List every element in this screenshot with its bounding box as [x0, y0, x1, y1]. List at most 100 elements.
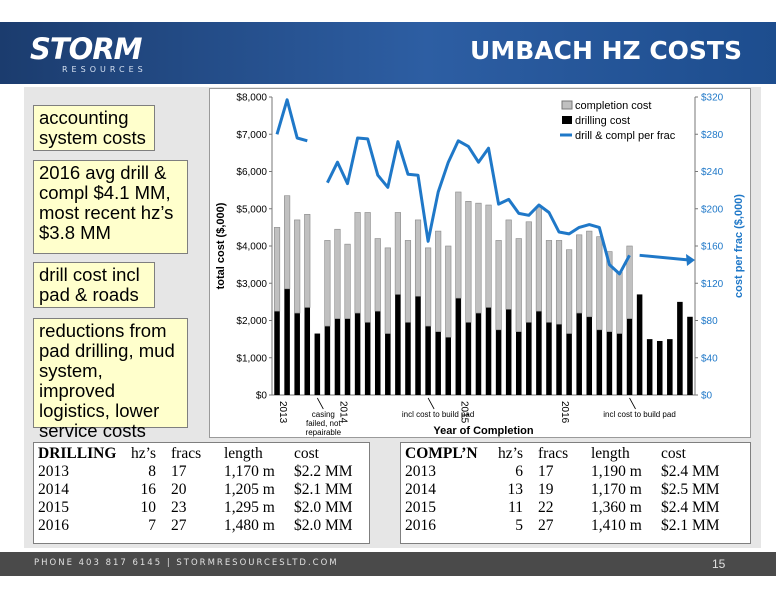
- drilling-cell: 8: [148, 463, 156, 480]
- completion-cell: 2013: [405, 463, 436, 480]
- slide-title: UMBACH HZ COSTS: [470, 36, 742, 65]
- y-tick-label: $0: [256, 391, 268, 402]
- completion-cost-bar: [304, 214, 311, 308]
- header-bar: STORM RESOURCES UMBACH HZ COSTS: [0, 22, 776, 84]
- completion-header-2: fracs: [538, 445, 569, 462]
- drilling-cell: 1,480 m: [224, 517, 275, 534]
- drilling-cost-bar: [334, 318, 341, 395]
- completion-cost-bar: [364, 212, 371, 323]
- completion-cost-bar: [505, 219, 512, 310]
- drilling-cell: 20: [171, 481, 187, 498]
- completion-cost-bar: [414, 219, 422, 297]
- drilling-cost-bar: [364, 322, 371, 395]
- drilling-header-1: hz’s: [131, 445, 156, 462]
- completion-cell: 6: [515, 463, 523, 480]
- drilling-cell: 2013: [38, 463, 69, 480]
- completion-cell: $2.1 MM: [661, 517, 720, 534]
- x-axis-title: Year of Completion: [433, 425, 534, 437]
- legend-box: [558, 97, 686, 145]
- completion-cell: $2.4 MM: [661, 463, 720, 480]
- drilling-cost-bar: [566, 333, 572, 395]
- completion-cost-bar: [324, 240, 331, 327]
- drilling-cell: 1,205 m: [224, 481, 275, 498]
- y-tick-label: $1,000: [236, 353, 267, 364]
- completion-cell: 1,410 m: [591, 517, 642, 534]
- y2-tick-label: $320: [701, 93, 724, 104]
- completion-cost-bar: [294, 219, 301, 314]
- drilling-cell: 23: [171, 499, 187, 516]
- completion-cost-bar: [344, 243, 351, 319]
- footer-contact: PHONE 403 817 6145 | STORMRESOURCESLTD.C…: [34, 558, 339, 568]
- company-logo-subtitle: RESOURCES: [62, 65, 147, 74]
- completion-header-4: cost: [661, 445, 686, 462]
- trend-arrow-line: [639, 253, 690, 262]
- annotation-label: failed, not: [306, 419, 341, 428]
- drilling-cost-bar: [445, 337, 452, 395]
- drilling-cost-bar: [606, 331, 613, 395]
- annotation-pointer: [427, 397, 435, 410]
- completion-cell: $2.4 MM: [661, 499, 720, 516]
- drilling-header-0: DRILLING: [38, 445, 117, 462]
- completion-cell: $2.5 MM: [661, 481, 720, 498]
- y2-tick-label: $0: [701, 391, 713, 402]
- completion-cost-bar: [445, 245, 452, 338]
- drilling-cell: 1,295 m: [224, 499, 275, 516]
- drilling-cost-bar: [636, 294, 643, 395]
- drilling-cost-bar: [677, 301, 683, 395]
- completion-table: COMPL’N hz’s fracs length cost 2013 6 17 1,190 m…: [400, 442, 751, 544]
- completion-cost-bar: [545, 240, 553, 323]
- drilling-cost-bar: [515, 331, 522, 395]
- completion-cost-bar: [465, 201, 472, 323]
- annotation-label: incl cost to build pad: [402, 410, 475, 419]
- per-frac-line: [326, 136, 631, 276]
- drilling-cost-bar: [405, 322, 411, 395]
- completion-cost-bar: [394, 212, 401, 295]
- drilling-cost-bar: [435, 331, 441, 395]
- y2-axis-title: cost per frac ($,000): [733, 194, 745, 298]
- drilling-cost-bar: [536, 311, 542, 395]
- completion-cost-bar: [404, 240, 412, 323]
- drilling-cell: $2.1 MM: [294, 481, 353, 498]
- y2-tick-label: $280: [701, 130, 724, 141]
- completion-cell: 27: [538, 517, 554, 534]
- annotation-pointer: [316, 397, 324, 410]
- drilling-cost-bar: [576, 313, 582, 395]
- drilling-cost-bar: [586, 316, 593, 395]
- completion-cost-bar: [535, 206, 542, 312]
- x-year-label: 2015: [458, 401, 469, 424]
- y2-tick-label: $40: [701, 353, 718, 364]
- y-tick-label: $5,000: [236, 204, 267, 215]
- completion-cost-bar: [626, 245, 633, 319]
- drilling-cost-bar: [374, 311, 381, 395]
- y-tick-label: $3,000: [236, 279, 267, 290]
- drilling-cell: $2.0 MM: [294, 517, 353, 534]
- drilling-cost-bar: [314, 333, 321, 395]
- drilling-cell: 27: [171, 517, 187, 534]
- drilling-cost-bar: [395, 294, 401, 395]
- completion-cost-bar: [485, 204, 492, 308]
- drilling-cost-bar: [455, 298, 462, 395]
- y-tick-label: $2,000: [236, 316, 267, 327]
- completion-cost-bar: [435, 230, 442, 332]
- drilling-cell: 16: [140, 481, 157, 498]
- cost-chart: $0 $1,000 $2,000 $3,000 $4,000 $5,000 $6,000 $7…: [209, 88, 751, 438]
- completion-cost-bar: [555, 240, 563, 325]
- drilling-cost-bar: [596, 329, 603, 395]
- completion-cost-bar: [354, 212, 361, 314]
- drilling-cost-bar: [526, 322, 532, 395]
- completion-cell: 17: [538, 463, 554, 480]
- legend-label-completion: completion cost: [575, 100, 651, 112]
- completion-cell: 11: [508, 499, 523, 516]
- drilling-cost-bar: [294, 313, 300, 395]
- completion-cost-bar: [586, 230, 593, 318]
- drilling-cell: 17: [171, 463, 187, 480]
- completion-cost-bar: [475, 202, 482, 314]
- y2-tick-label: $240: [701, 167, 724, 178]
- note-accounting: accounting system costs: [33, 105, 155, 151]
- completion-cell: 5: [515, 517, 523, 534]
- completion-cell: 2014: [405, 481, 436, 498]
- note-reductions: reductions from pad drilling, mud system…: [33, 318, 188, 441]
- drilling-cost-bar: [274, 311, 280, 395]
- y-tick-label: $6,000: [236, 167, 267, 178]
- drilling-cell: $2.2 MM: [294, 463, 353, 480]
